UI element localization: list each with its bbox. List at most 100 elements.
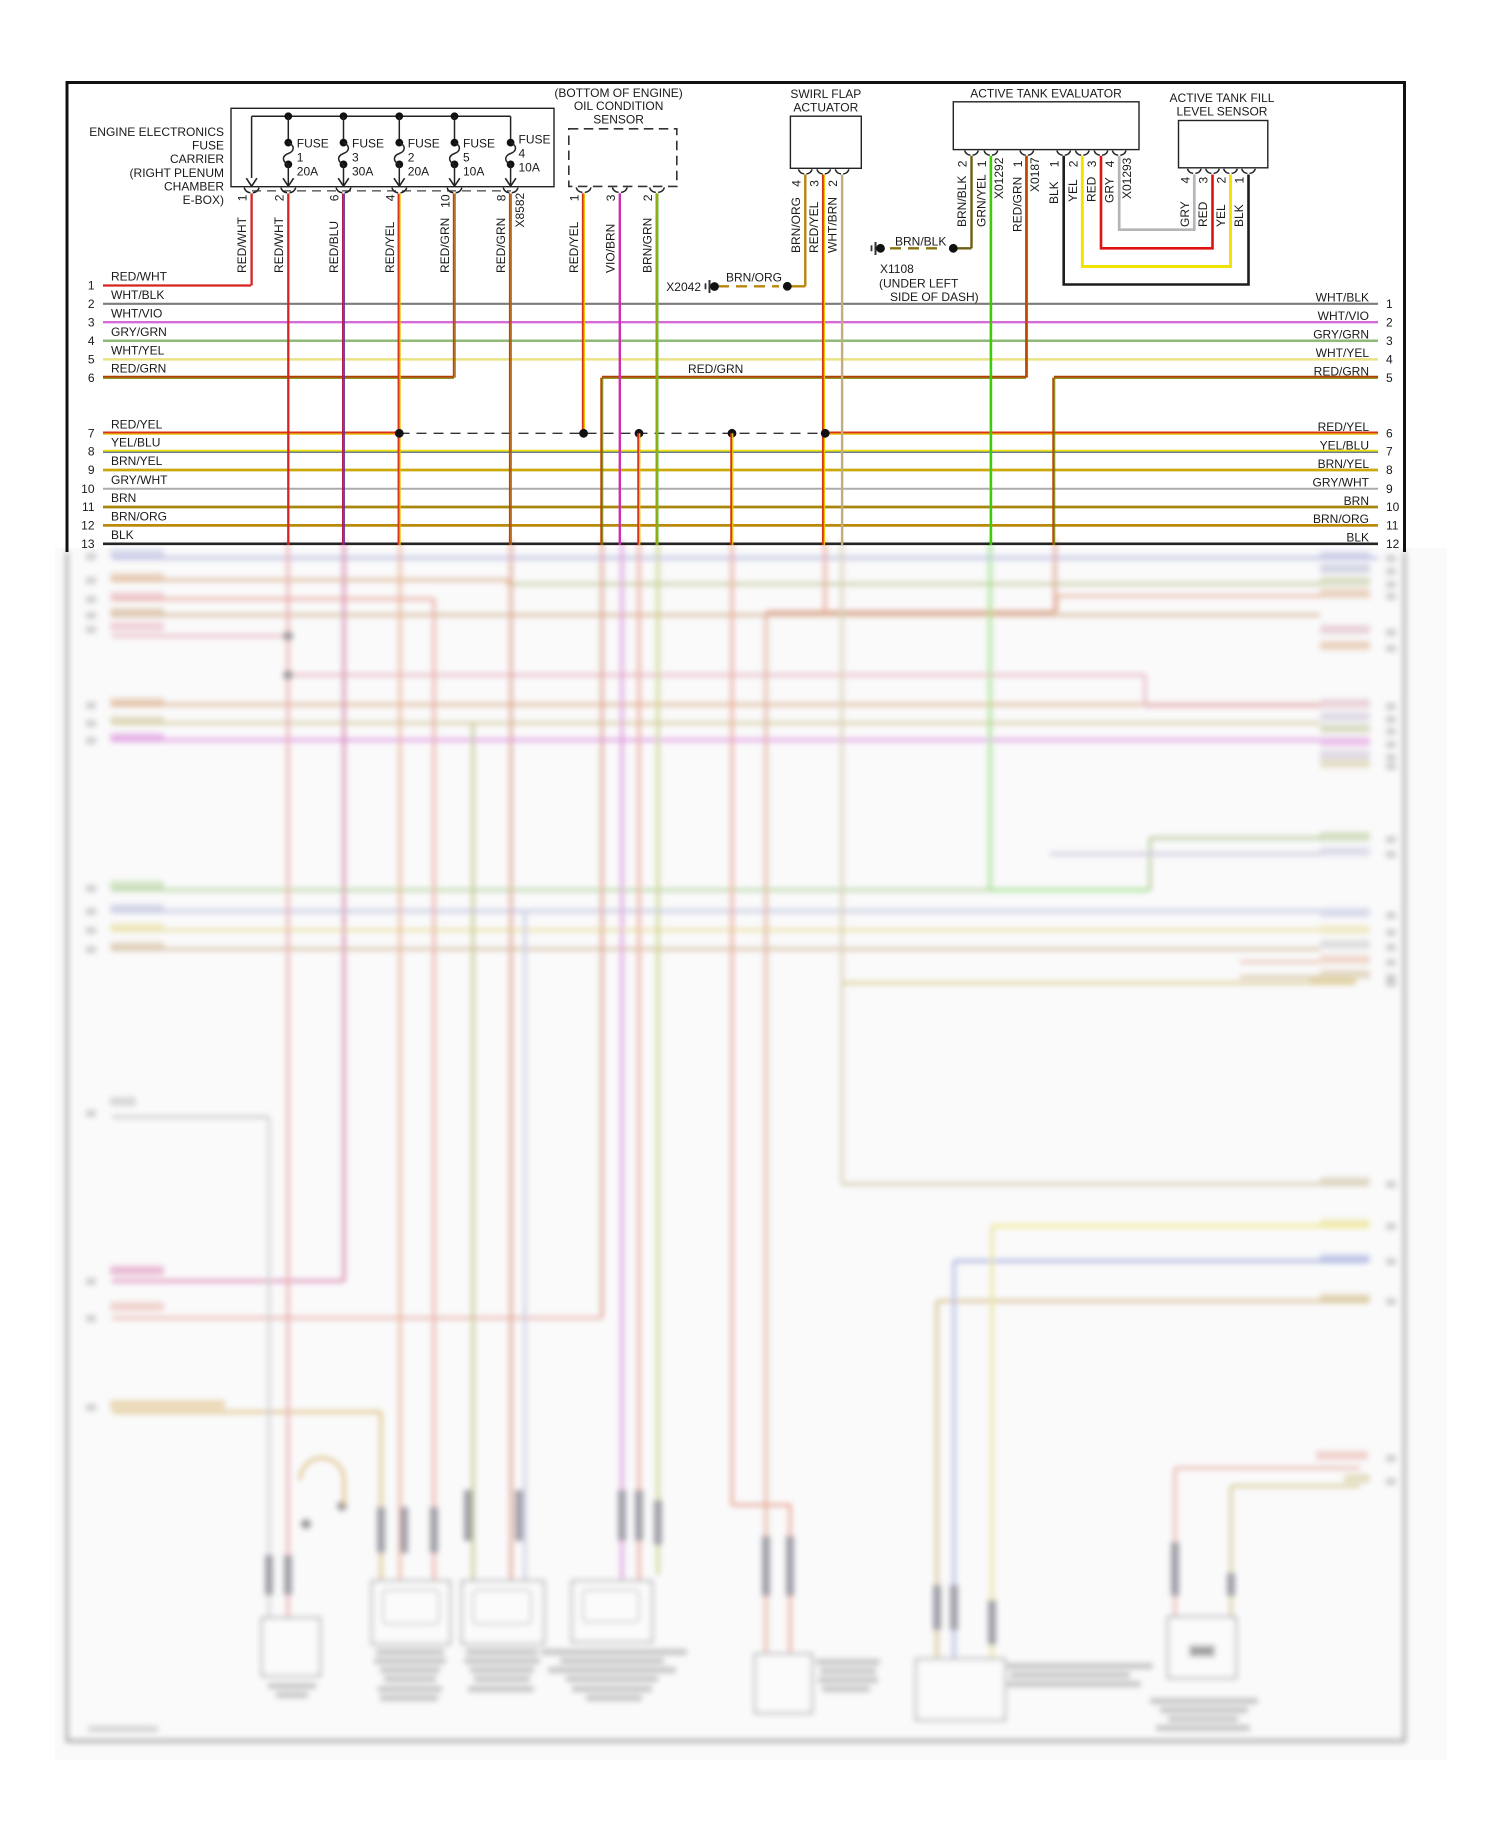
svg-text:FUSE: FUSE: [463, 137, 495, 151]
svg-text:FUSE: FUSE: [352, 137, 384, 151]
svg-text:RED/GRN: RED/GRN: [438, 218, 452, 273]
svg-text:1: 1: [975, 160, 989, 167]
svg-text:(RIGHT PLENUM: (RIGHT PLENUM: [130, 166, 224, 180]
svg-text:4: 4: [1178, 176, 1192, 183]
svg-text:RED/GRN: RED/GRN: [494, 218, 508, 273]
svg-text:7: 7: [88, 427, 95, 441]
svg-text:4: 4: [88, 334, 95, 348]
svg-text:WHT/YEL: WHT/YEL: [111, 344, 165, 358]
svg-text:2: 2: [1066, 160, 1080, 167]
svg-text:BRN: BRN: [111, 491, 136, 505]
svg-text:11: 11: [82, 500, 95, 514]
svg-text:8: 8: [88, 445, 95, 459]
svg-text:X8582: X8582: [513, 192, 527, 227]
svg-text:RED/GRN: RED/GRN: [1314, 364, 1369, 378]
svg-text:BRN/ORG: BRN/ORG: [726, 270, 782, 284]
svg-text:RED/GRN: RED/GRN: [111, 362, 166, 376]
svg-text:1: 1: [88, 279, 95, 293]
svg-text:WHT/BLK: WHT/BLK: [1316, 291, 1369, 305]
svg-text:4: 4: [1103, 160, 1117, 167]
svg-text:RED/GRN: RED/GRN: [1010, 177, 1024, 232]
svg-text:6: 6: [1386, 427, 1393, 441]
svg-text:4: 4: [789, 180, 803, 187]
svg-text:(BOTTOM OF ENGINE): (BOTTOM OF ENGINE): [554, 86, 682, 100]
svg-text:BLK: BLK: [1047, 181, 1061, 204]
svg-text:GRY/WHT: GRY/WHT: [111, 473, 168, 487]
svg-text:13: 13: [81, 537, 95, 551]
svg-text:FUSE: FUSE: [519, 133, 551, 147]
svg-text:3: 3: [604, 194, 618, 201]
svg-text:20A: 20A: [408, 165, 429, 179]
svg-text:3: 3: [1085, 160, 1099, 167]
svg-text:GRY/GRN: GRY/GRN: [111, 325, 167, 339]
svg-text:GRY/WHT: GRY/WHT: [1313, 476, 1370, 490]
svg-text:6: 6: [88, 371, 95, 385]
svg-text:YEL/BLU: YEL/BLU: [111, 436, 160, 450]
svg-text:BLK: BLK: [1346, 531, 1369, 545]
svg-text:5: 5: [463, 151, 470, 165]
svg-text:BRN/ORG: BRN/ORG: [1313, 512, 1369, 526]
svg-text:4: 4: [383, 194, 397, 201]
svg-text:3: 3: [352, 151, 359, 165]
svg-text:2: 2: [826, 180, 840, 187]
svg-text:4: 4: [519, 147, 526, 161]
svg-text:9: 9: [1386, 482, 1393, 496]
svg-text:YEL: YEL: [1066, 179, 1080, 202]
svg-text:2: 2: [408, 151, 415, 165]
svg-text:RED/YEL: RED/YEL: [1318, 420, 1370, 434]
svg-text:2: 2: [272, 194, 286, 201]
svg-text:LEVEL SENSOR: LEVEL SENSOR: [1177, 105, 1268, 119]
svg-text:OIL CONDITION: OIL CONDITION: [574, 99, 664, 113]
svg-text:1: 1: [1386, 297, 1393, 311]
svg-text:GRY: GRY: [1103, 177, 1117, 203]
svg-text:11: 11: [1386, 519, 1399, 533]
svg-text:10: 10: [81, 482, 95, 496]
svg-text:2: 2: [1386, 315, 1393, 329]
svg-text:9: 9: [88, 463, 95, 477]
svg-text:BRN: BRN: [1344, 494, 1369, 508]
svg-text:BLK: BLK: [1232, 204, 1246, 227]
svg-text:4: 4: [1386, 353, 1393, 367]
svg-text:7: 7: [1386, 445, 1393, 459]
svg-text:RED/YEL: RED/YEL: [807, 201, 821, 253]
svg-text:RED/WHT: RED/WHT: [272, 216, 286, 273]
svg-text:BRN/ORG: BRN/ORG: [111, 510, 167, 524]
svg-text:3: 3: [1197, 176, 1211, 183]
svg-text:FUSE: FUSE: [408, 137, 440, 151]
svg-text:BRN/BLK: BRN/BLK: [955, 176, 969, 227]
svg-text:X01293: X01293: [1120, 157, 1134, 199]
svg-text:CARRIER: CARRIER: [170, 152, 224, 166]
svg-text:BRN/YEL: BRN/YEL: [1318, 457, 1370, 471]
svg-text:GRY/GRN: GRY/GRN: [1313, 328, 1369, 342]
svg-text:20A: 20A: [297, 165, 318, 179]
svg-text:8: 8: [495, 194, 509, 201]
svg-text:BRN/GRN: BRN/GRN: [641, 218, 655, 273]
svg-text:1: 1: [1048, 160, 1062, 167]
svg-text:ACTIVE TANK EVALUATOR: ACTIVE TANK EVALUATOR: [970, 87, 1122, 101]
svg-text:ACTIVE TANK FILL: ACTIVE TANK FILL: [1170, 91, 1275, 105]
svg-text:GRN/YEL: GRN/YEL: [974, 174, 988, 227]
svg-text:2: 2: [1215, 176, 1229, 183]
svg-text:RED/YEL: RED/YEL: [383, 221, 397, 273]
svg-text:VIO/BRN: VIO/BRN: [603, 224, 617, 273]
svg-text:1: 1: [568, 194, 582, 201]
svg-text:E-BOX): E-BOX): [183, 193, 224, 207]
svg-text:BRN/ORG: BRN/ORG: [789, 197, 803, 253]
svg-text:10A: 10A: [463, 165, 484, 179]
svg-text:YEL: YEL: [1214, 204, 1228, 227]
svg-text:ACTUATOR: ACTUATOR: [793, 101, 858, 115]
svg-text:X1108: X1108: [880, 262, 914, 276]
svg-text:BLK: BLK: [111, 528, 134, 542]
svg-text:10A: 10A: [519, 161, 540, 175]
svg-text:5: 5: [1386, 371, 1393, 385]
svg-text:10: 10: [1386, 500, 1400, 514]
svg-text:3: 3: [808, 180, 822, 187]
svg-text:1: 1: [236, 194, 250, 201]
svg-text:2: 2: [956, 160, 970, 167]
svg-text:GRY: GRY: [1178, 201, 1192, 227]
svg-text:RED: RED: [1085, 176, 1099, 202]
svg-text:2: 2: [88, 297, 95, 311]
svg-text:RED/YEL: RED/YEL: [111, 417, 163, 431]
svg-text:RED: RED: [1196, 201, 1210, 227]
svg-text:RED/GRN: RED/GRN: [688, 362, 743, 376]
